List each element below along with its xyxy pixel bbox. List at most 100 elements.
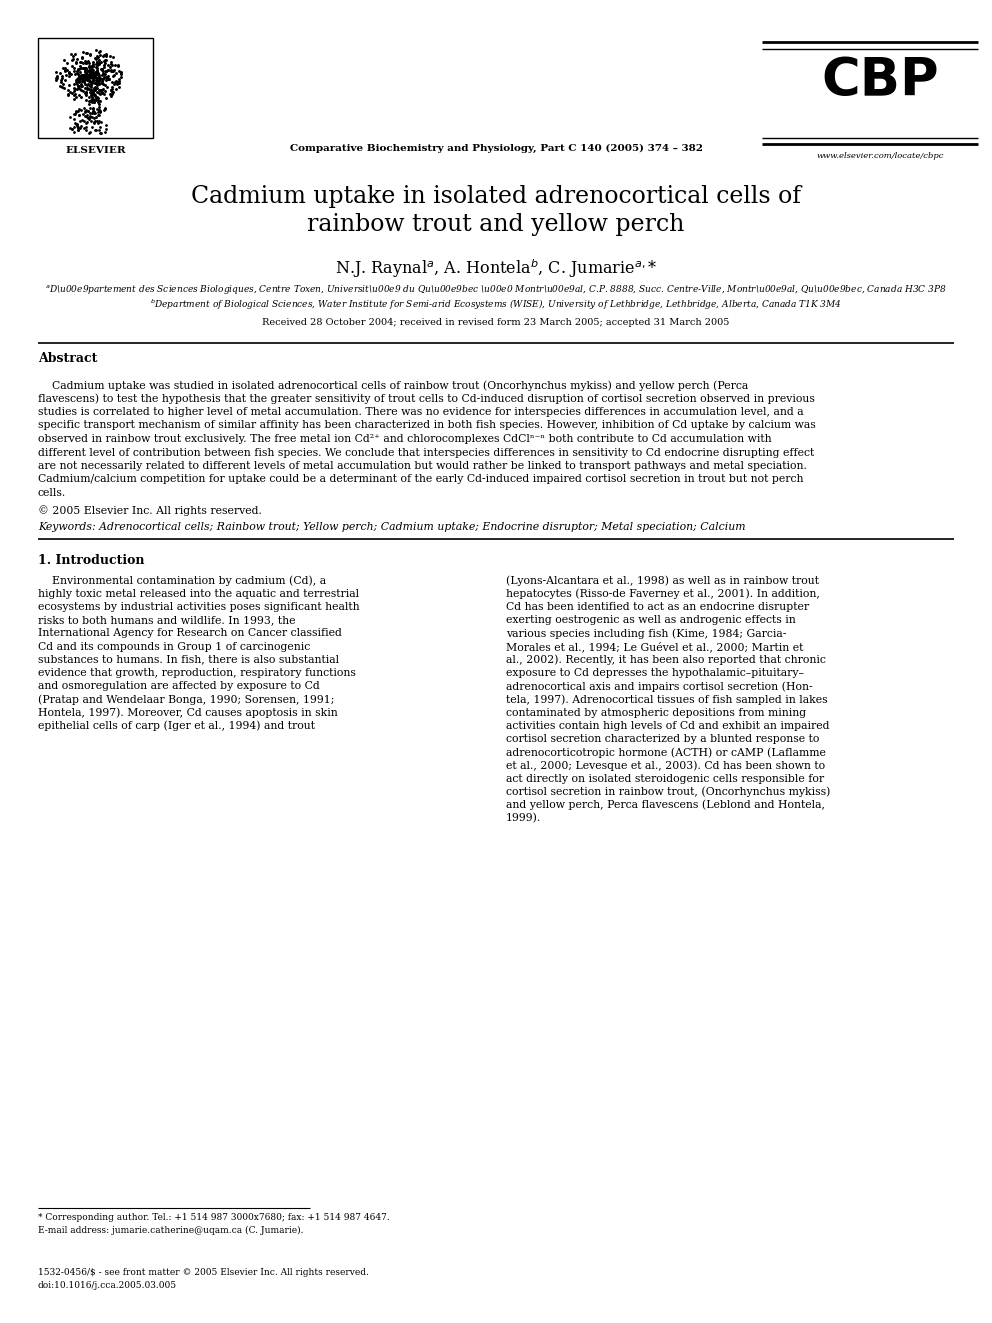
Point <box>82 65 98 86</box>
Point <box>77 116 93 138</box>
Point <box>84 98 100 119</box>
Point <box>85 81 101 102</box>
Point <box>79 66 95 87</box>
Point <box>89 61 105 82</box>
Point <box>74 66 90 87</box>
Text: epithelial cells of carp (Iger et al., 1994) and trout: epithelial cells of carp (Iger et al., 1… <box>38 721 315 732</box>
Point <box>68 101 84 122</box>
Point <box>72 116 88 138</box>
Point <box>81 65 97 86</box>
Point <box>108 70 124 91</box>
Point <box>67 112 83 134</box>
Point <box>74 75 90 97</box>
Point <box>92 67 108 89</box>
Point <box>97 64 113 85</box>
Point <box>78 52 94 73</box>
Point <box>87 48 103 69</box>
Point <box>89 62 105 83</box>
Point <box>69 75 85 97</box>
Point <box>69 60 85 81</box>
Point <box>87 77 103 98</box>
Point <box>113 66 129 87</box>
Point <box>107 71 123 93</box>
Text: evidence that growth, reproduction, respiratory functions: evidence that growth, reproduction, resp… <box>38 668 356 677</box>
Point <box>86 107 102 128</box>
Point <box>77 82 93 103</box>
Point <box>91 69 107 90</box>
Text: adrenocorticotropic hormone (ACTH) or cAMP (Laflamme: adrenocorticotropic hormone (ACTH) or cA… <box>506 747 826 758</box>
Point <box>109 74 125 95</box>
Point <box>98 67 114 89</box>
Point <box>97 74 113 95</box>
Point <box>79 78 95 99</box>
Point <box>66 57 82 78</box>
Point <box>104 78 120 99</box>
Point <box>79 42 95 64</box>
Text: doi:10.1016/j.cca.2005.03.005: doi:10.1016/j.cca.2005.03.005 <box>38 1281 178 1290</box>
Point <box>104 71 120 93</box>
Point <box>78 69 94 90</box>
Point <box>67 112 83 134</box>
Point <box>91 54 107 75</box>
Point <box>89 75 105 97</box>
Text: studies is correlated to higher level of metal accumulation. There was no eviden: studies is correlated to higher level of… <box>38 407 804 417</box>
Point <box>92 69 108 90</box>
Point <box>83 62 99 83</box>
Point <box>86 112 102 134</box>
Point <box>55 67 70 89</box>
Text: flavescens) to test the hypothesis that the greater sensitivity of trout cells t: flavescens) to test the hypothesis that … <box>38 393 814 404</box>
Point <box>67 64 83 85</box>
Point <box>91 79 107 101</box>
Point <box>79 60 95 81</box>
Point <box>78 58 94 79</box>
Point <box>92 102 108 123</box>
Point <box>80 67 96 89</box>
Point <box>83 85 99 106</box>
Point <box>70 85 86 106</box>
Point <box>81 65 97 86</box>
Point <box>82 44 98 65</box>
Point <box>81 65 97 86</box>
Point <box>103 85 119 106</box>
Point <box>88 60 104 81</box>
Point <box>90 65 106 86</box>
Point <box>83 89 99 110</box>
Point <box>81 57 97 78</box>
Point <box>92 101 108 122</box>
Point <box>85 89 101 110</box>
Point <box>84 85 100 106</box>
Point <box>73 86 89 107</box>
Point <box>77 60 93 81</box>
Point <box>85 82 101 103</box>
Point <box>76 110 92 131</box>
Point <box>104 54 120 75</box>
Point <box>110 56 126 77</box>
Point <box>90 62 106 83</box>
Point <box>57 60 72 81</box>
Point <box>69 67 85 89</box>
Point <box>72 118 88 139</box>
Point <box>95 64 111 85</box>
Point <box>80 101 96 122</box>
Point <box>78 69 94 90</box>
Point <box>90 73 106 94</box>
Point <box>83 66 99 87</box>
Point <box>94 73 110 94</box>
Point <box>87 111 103 132</box>
Point <box>81 53 97 74</box>
Point <box>61 74 76 95</box>
Point <box>104 77 120 98</box>
Point <box>107 54 123 75</box>
Point <box>78 64 94 85</box>
Point <box>74 48 90 69</box>
Point <box>82 66 98 87</box>
Point <box>84 73 100 94</box>
Point <box>88 67 104 89</box>
Point <box>111 61 127 82</box>
Point <box>91 67 107 89</box>
Point <box>73 75 89 97</box>
Point <box>64 48 80 69</box>
Point <box>77 82 93 103</box>
Point <box>97 98 113 119</box>
Point <box>83 58 99 79</box>
